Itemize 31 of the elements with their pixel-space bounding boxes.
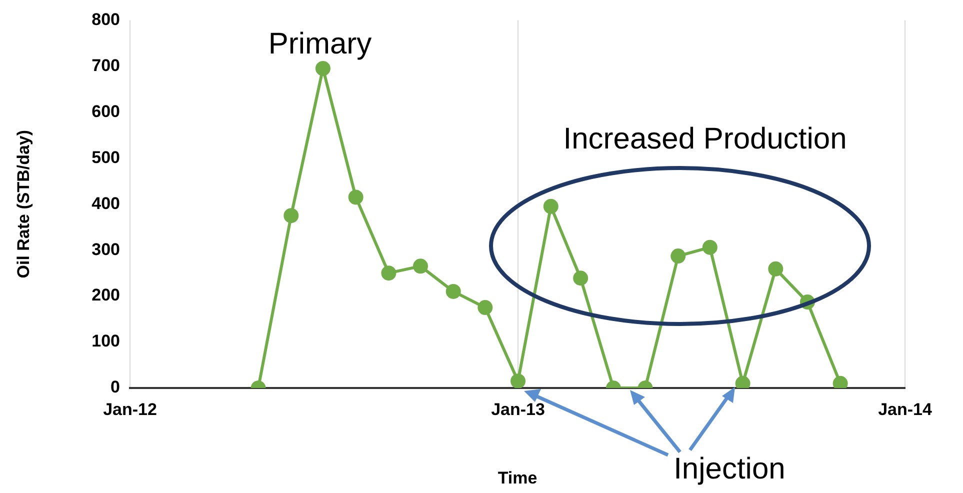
point (573, 270, 588, 286)
y-tick-label: 800 (92, 10, 120, 29)
point (412, 258, 428, 274)
point (670, 248, 686, 264)
y-tick-label: 200 (92, 286, 120, 305)
x-axis-title: Time (498, 468, 538, 488)
point (543, 198, 558, 214)
point (735, 376, 750, 388)
point (381, 266, 396, 281)
annotation: Increased Production (563, 122, 847, 156)
y-tick-label: 600 (92, 102, 120, 121)
y-axis-title: Oil Rate (STB/day) (14, 130, 33, 278)
x-tick-label: Jan-12 (103, 400, 157, 419)
point (446, 284, 461, 299)
point (478, 300, 493, 316)
x-tick-label: Jan-14 (878, 400, 932, 419)
point (284, 208, 299, 224)
y-tick-label: 500 (92, 148, 120, 167)
annotation: Primary (268, 27, 372, 60)
point (510, 374, 526, 388)
y-tick-label: 300 (92, 240, 120, 259)
annotation: Injection (674, 452, 786, 486)
y-tick-label: 0 (110, 378, 120, 397)
y-tick-label: 100 (92, 332, 120, 351)
y-tick-label: 700 (92, 56, 120, 75)
point (768, 261, 784, 276)
x-tick-label: Jan-13 (491, 400, 545, 419)
point (832, 376, 848, 388)
y-tick-label: 400 (92, 194, 120, 213)
point (348, 190, 364, 205)
point (702, 240, 718, 255)
